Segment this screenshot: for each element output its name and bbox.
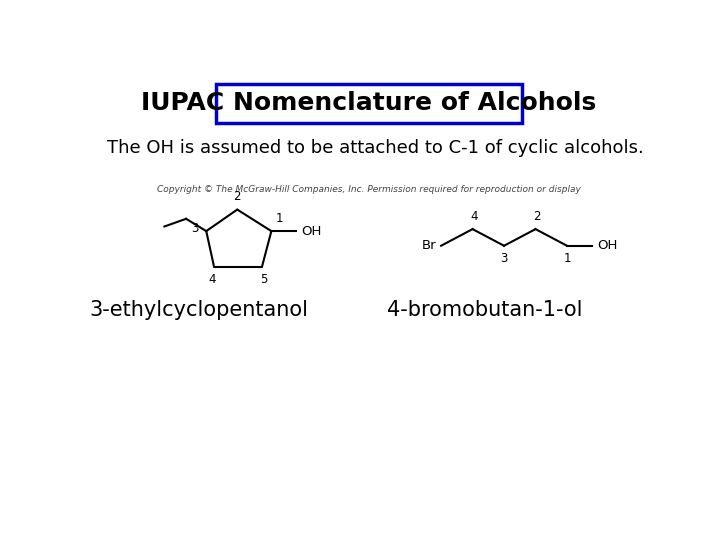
Text: 5: 5 xyxy=(260,273,267,286)
Text: 2: 2 xyxy=(534,210,541,223)
Text: OH: OH xyxy=(301,225,321,238)
Text: 2: 2 xyxy=(233,191,241,204)
Text: The OH is assumed to be attached to C-1 of cyclic alcohols.: The OH is assumed to be attached to C-1 … xyxy=(107,139,644,157)
Text: OH: OH xyxy=(597,239,618,252)
Text: 4: 4 xyxy=(209,273,216,286)
Text: 4: 4 xyxy=(470,210,478,223)
FancyBboxPatch shape xyxy=(216,84,522,123)
Text: 1: 1 xyxy=(275,212,283,225)
Text: 1: 1 xyxy=(563,252,571,265)
Text: 3-ethylcyclopentanol: 3-ethylcyclopentanol xyxy=(89,300,308,320)
Text: 3: 3 xyxy=(500,252,508,265)
Text: Copyright © The McGraw-Hill Companies, Inc. Permission required for reproduction: Copyright © The McGraw-Hill Companies, I… xyxy=(157,185,581,194)
Text: Br: Br xyxy=(422,239,436,252)
Text: IUPAC Nomenclature of Alcohols: IUPAC Nomenclature of Alcohols xyxy=(141,91,597,116)
Text: 3: 3 xyxy=(191,221,199,234)
Text: 4-bromobutan-1-ol: 4-bromobutan-1-ol xyxy=(387,300,583,320)
